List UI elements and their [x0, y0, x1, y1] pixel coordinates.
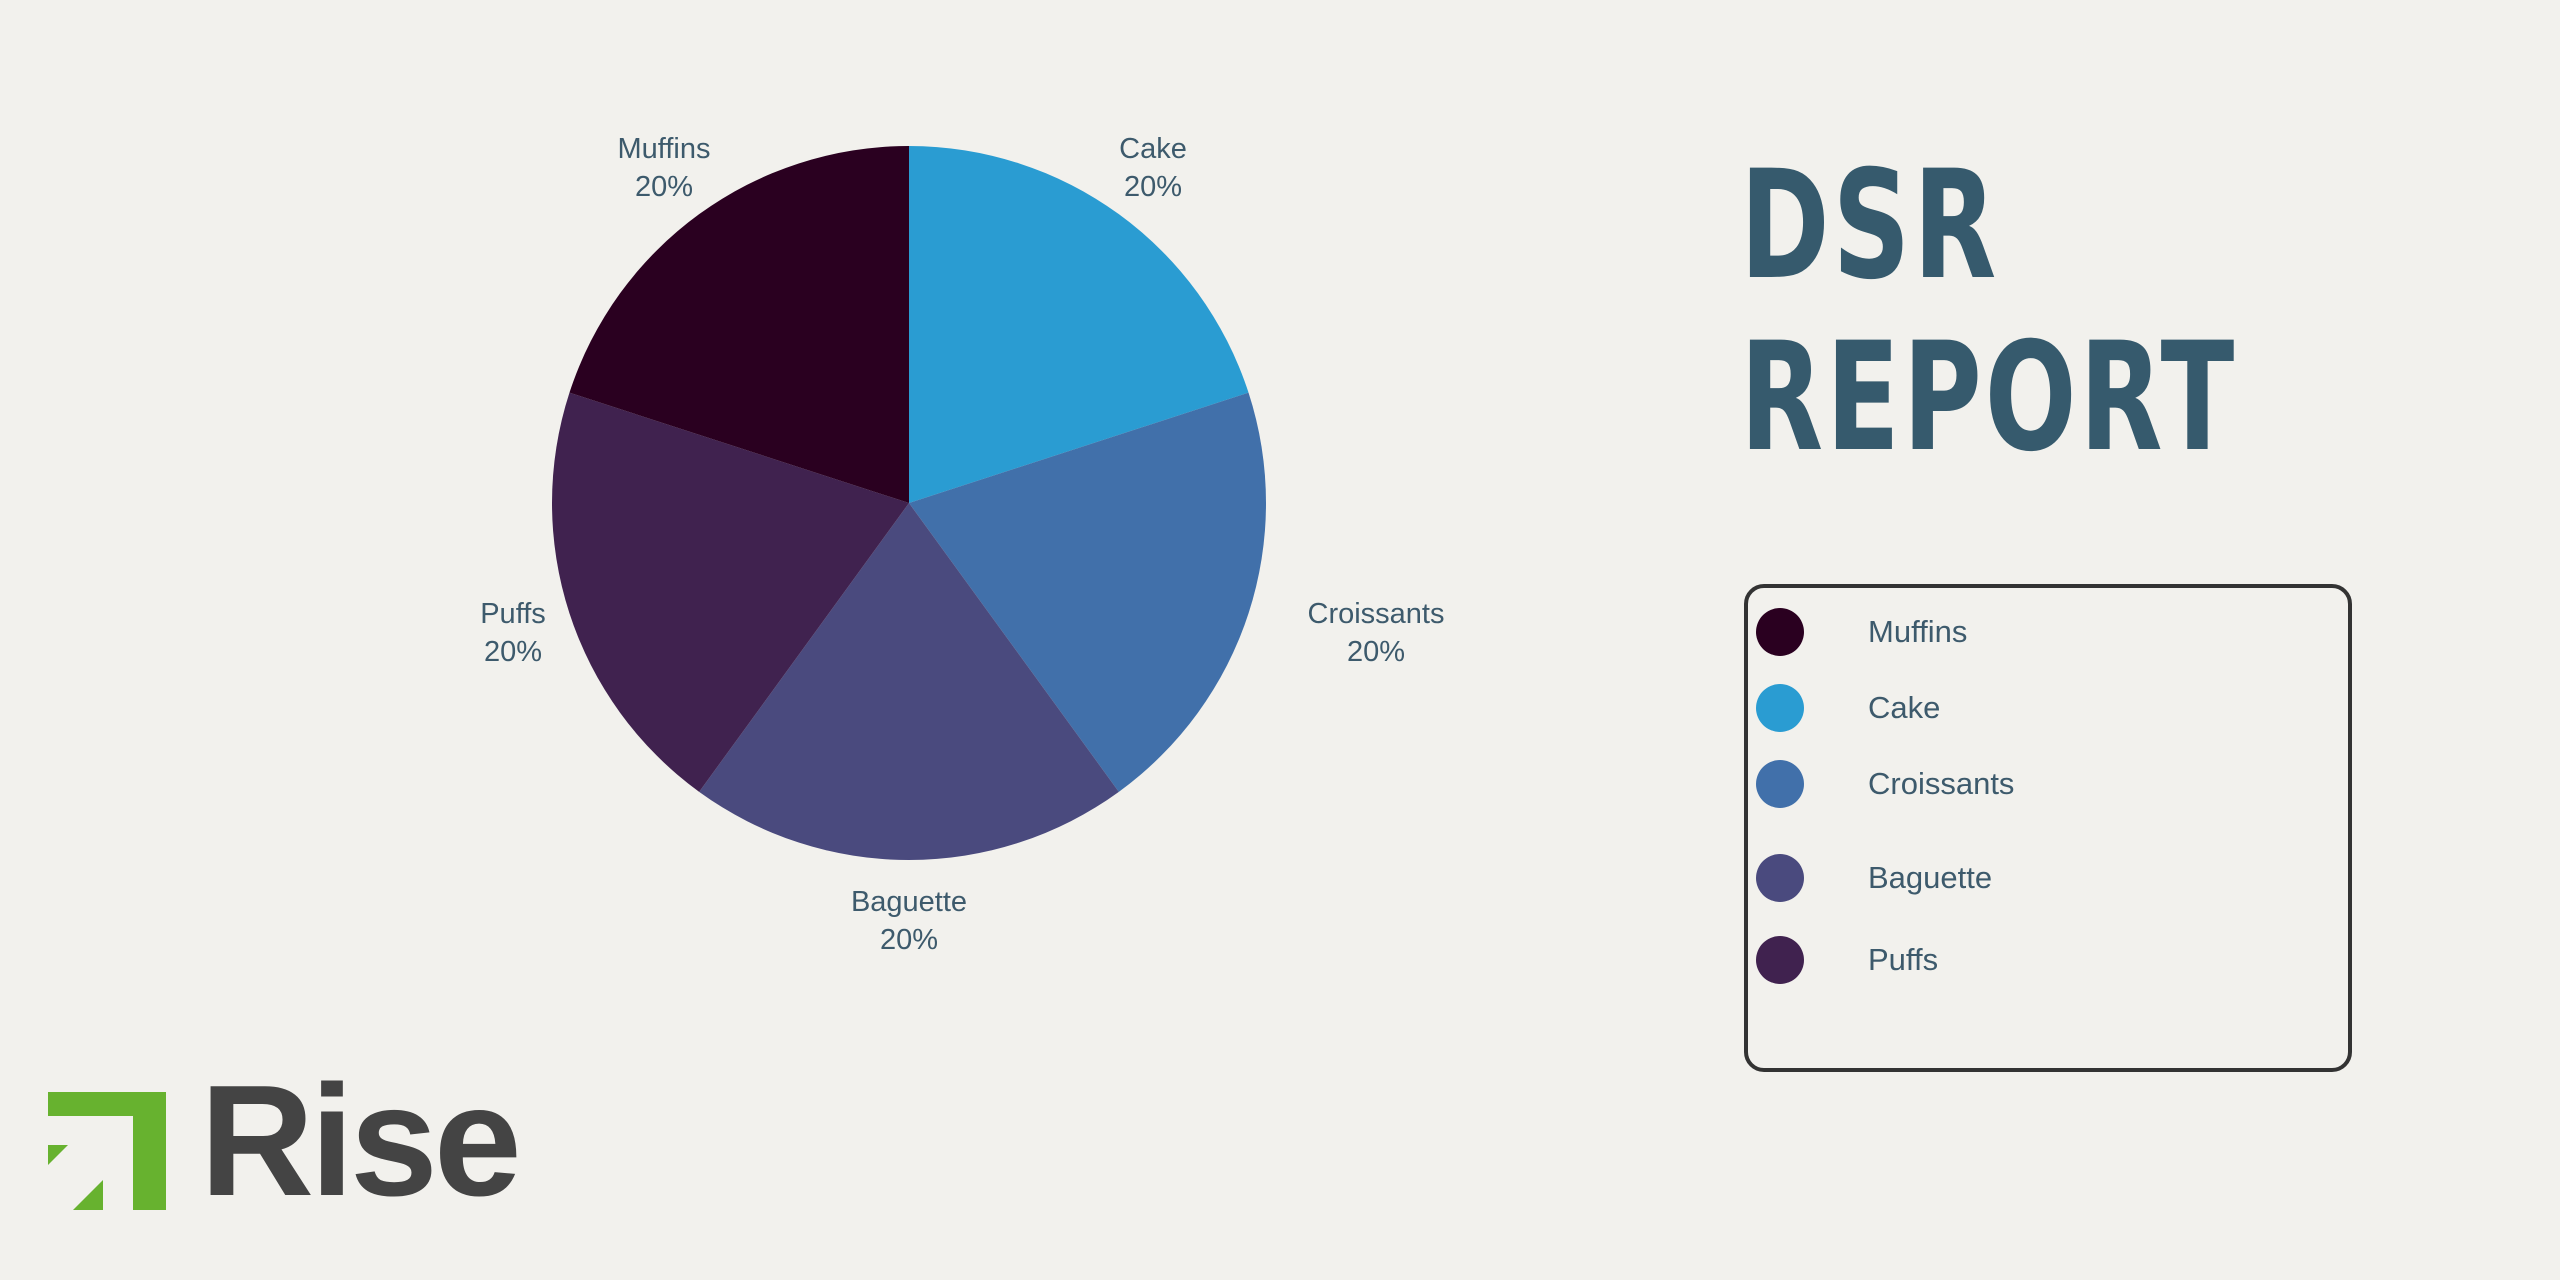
- legend-swatch-icon: [1756, 608, 1804, 656]
- legend-item-cake: Cake: [1748, 684, 1940, 732]
- slice-name: Cake: [1119, 133, 1187, 165]
- chart-legend: Muffins Cake Croissants Baguette Puffs: [1744, 584, 2352, 1072]
- pie-slice-muffins: [569, 145, 909, 504]
- legend-label: Puffs: [1868, 942, 1939, 977]
- pie-slice-croissants: [909, 392, 1267, 792]
- slice-label-cake: Cake 20%: [1119, 130, 1187, 206]
- rise-arrow-mark-icon: [48, 1092, 166, 1210]
- slice-label-croissants: Croissants 20%: [1308, 595, 1445, 671]
- slice-name: Muffins: [617, 133, 711, 165]
- slice-label-baguette: Baguette 20%: [851, 883, 967, 959]
- legend-item-baguette: Baguette: [1748, 854, 1992, 902]
- page-title: DSR REPORT: [1740, 140, 2237, 484]
- legend-swatch-icon: [1756, 760, 1804, 808]
- legend-item-puffs: Puffs: [1748, 936, 1938, 984]
- pie-slice-cake: [909, 146, 1249, 503]
- pie-slice-puffs: [552, 392, 909, 792]
- slice-percent: 20%: [1346, 636, 1406, 668]
- pie-slice-baguette: [699, 503, 1119, 861]
- title-line-1: DSR: [1740, 139, 2000, 313]
- legend-swatch-icon: [1756, 936, 1804, 984]
- legend-label: Cake: [1868, 690, 1941, 725]
- slice-percent: 20%: [483, 636, 543, 668]
- slice-label-muffins: Muffins 20%: [618, 130, 711, 206]
- slice-percent: 20%: [879, 924, 939, 956]
- legend-label: Muffins: [1868, 614, 1968, 649]
- logo-wordmark: Rise: [200, 1053, 522, 1229]
- slice-name: Puffs: [480, 598, 546, 630]
- slice-percent: 20%: [1123, 171, 1183, 203]
- legend-swatch-icon: [1756, 854, 1804, 902]
- slice-name: Baguette: [850, 886, 968, 918]
- slice-name: Croissants: [1307, 598, 1445, 630]
- legend-label: Baguette: [1868, 860, 1993, 895]
- title-line-2: REPORT: [1740, 311, 2238, 485]
- legend-label: Croissants: [1868, 766, 2015, 801]
- legend-item-muffins: Muffins: [1748, 608, 1967, 656]
- slice-label-puffs: Puffs 20%: [480, 595, 546, 671]
- rise-logo: Rise: [48, 1062, 528, 1220]
- legend-swatch-icon: [1756, 684, 1804, 732]
- slice-percent: 20%: [634, 171, 694, 203]
- legend-item-croissants: Croissants: [1748, 760, 2014, 808]
